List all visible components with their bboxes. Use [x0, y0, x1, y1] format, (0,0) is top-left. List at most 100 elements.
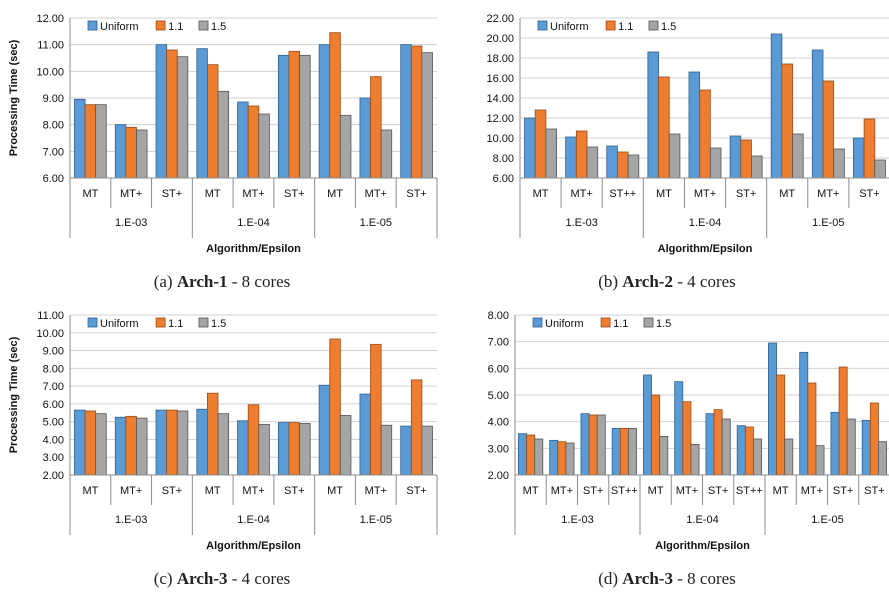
category-label: MT [533, 188, 549, 200]
bar [370, 76, 382, 179]
legend-label: 1.5 [656, 318, 671, 330]
category-label: ST+ [162, 485, 182, 497]
legend-swatch [155, 317, 166, 328]
bar [619, 427, 629, 476]
y-tick-label: 4.00 [488, 417, 509, 429]
bar [565, 136, 577, 179]
bar [176, 410, 189, 476]
bar [524, 117, 536, 179]
group-label: 1.E-03 [115, 514, 147, 526]
category-label: MT [205, 188, 221, 200]
category-label: ST+ [162, 188, 182, 200]
legend-label: Uniform [100, 318, 139, 330]
x-axis-title: Algorithm/Epsilon [658, 243, 753, 255]
y-tick-label: 2.00 [488, 470, 509, 482]
bar [339, 114, 352, 179]
legend-label: 1.1 [613, 318, 628, 330]
legend-swatch [532, 317, 543, 328]
bar [125, 415, 137, 476]
bar [792, 133, 804, 179]
category-label: MT+ [365, 188, 387, 200]
bar [207, 64, 219, 179]
y-axis-title: Processing Time (sec) [8, 39, 20, 156]
y-tick-label: 8.00 [43, 363, 64, 375]
bar [709, 147, 722, 179]
y-tick-label: 7.00 [488, 337, 509, 349]
caption-d-cores: - 8 cores [672, 569, 736, 588]
bar [659, 435, 669, 476]
legend-label: Uniform [550, 21, 589, 33]
category-label: ST+ [583, 485, 603, 497]
bar [166, 409, 178, 476]
caption-d-prefix: (d) [598, 569, 623, 588]
bar [833, 148, 845, 179]
bar [299, 423, 311, 476]
caption-a-arch: Arch-1 [176, 272, 228, 291]
bar [84, 410, 97, 476]
category-label: MT [327, 485, 343, 497]
y-tick-label: 10.00 [486, 133, 514, 145]
bar [247, 404, 260, 476]
bar [744, 426, 754, 476]
category-label: MT [773, 485, 789, 497]
bar [155, 44, 168, 179]
y-tick-label: 20.00 [486, 33, 514, 45]
y-tick-label: 8.00 [493, 153, 514, 165]
bar [721, 418, 731, 476]
caption-c: (c) Arch-3 - 4 cores [0, 569, 444, 589]
legend-swatch [605, 20, 616, 31]
y-tick-label: 6.00 [493, 173, 514, 185]
caption-d: (d) Arch-3 - 8 cores [445, 569, 889, 589]
bar [776, 374, 786, 476]
category-label: MT+ [365, 485, 387, 497]
bar [288, 50, 300, 179]
bar [207, 392, 219, 476]
bar [690, 443, 700, 476]
legend-swatch [87, 317, 98, 328]
bar [400, 425, 412, 476]
bar [580, 413, 590, 476]
y-tick-label: 5.00 [488, 390, 509, 402]
bar [318, 384, 331, 476]
bar [611, 427, 621, 476]
bar [125, 126, 137, 179]
caption-b-prefix: (b) [598, 272, 623, 291]
bar [751, 155, 763, 179]
y-tick-label: 4.00 [43, 434, 64, 446]
bar [799, 351, 809, 476]
bar [359, 393, 371, 476]
group-label: 1.E-04 [237, 514, 269, 526]
chart-b: 6.00 8.00 10.00 12.00 14.00 16.00 18.00 20.00 22… [486, 13, 889, 255]
group-label: 1.E-04 [686, 514, 718, 526]
bar [565, 442, 575, 476]
bar [277, 54, 290, 179]
category-label: MT [779, 188, 795, 200]
legend-label: 1.5 [661, 21, 676, 33]
bar [846, 418, 856, 476]
caption-a-prefix: (a) [153, 272, 177, 291]
chart-a: 6.00 7.00 8.00 9.00 10.00 11.00 12.00 MT MT+ ST+ M… [8, 13, 438, 255]
legend-label: 1.5 [211, 318, 226, 330]
bar [627, 154, 640, 179]
bar [699, 89, 711, 179]
bar [166, 49, 178, 179]
caption-d-arch: Arch-3 [622, 569, 673, 588]
bar [651, 394, 661, 476]
group-label: 1.E-03 [561, 514, 593, 526]
y-tick-label: 3.00 [43, 452, 64, 464]
y-tick-label: 8.00 [488, 310, 509, 322]
bar [380, 424, 393, 476]
bar [237, 101, 249, 179]
bar [74, 409, 86, 476]
legend-swatch [643, 317, 654, 328]
category-label: MT+ [120, 485, 142, 497]
caption-b-cores: - 4 cores [672, 272, 736, 291]
legend-label: 1.1 [168, 21, 183, 33]
bar [329, 32, 341, 179]
legend-label: 1.5 [211, 21, 226, 33]
caption-c-arch: Arch-3 [176, 569, 228, 588]
category-label: MT [648, 485, 664, 497]
bar [736, 425, 746, 476]
bar [545, 128, 557, 179]
category-label: MT [523, 485, 539, 497]
